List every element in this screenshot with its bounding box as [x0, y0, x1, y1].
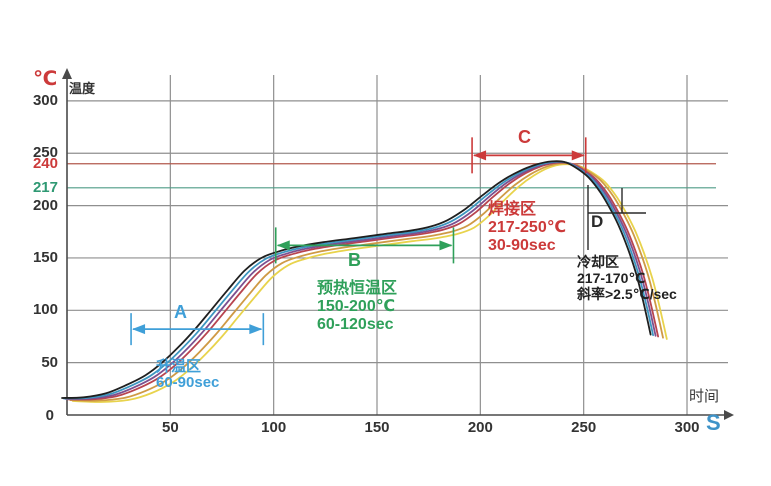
- x-tick-label-50: 50: [161, 419, 179, 436]
- temperature-curve-black: [61, 160, 652, 399]
- y-tick-label-150: 150: [32, 248, 58, 266]
- x-tick-label-300: 300: [674, 419, 700, 436]
- zone-d-letter: D: [591, 212, 604, 231]
- x-axis-arrow-icon: [724, 410, 734, 420]
- zone-d-name: 冷却区: [577, 254, 619, 270]
- zone-d-bracket: [587, 185, 646, 250]
- zone-c-time: 30-90sec: [488, 237, 556, 254]
- zone-a-annotation: 升温区 60-90sec: [156, 359, 219, 391]
- y-tick-label-250: 250: [32, 144, 58, 162]
- origin-tick-label: 0: [45, 407, 54, 424]
- zone-d-slope: 斜率>2.5℃/sec: [577, 286, 677, 302]
- zone-a-letter: A: [174, 302, 187, 322]
- zone-c-name: 焊接区: [488, 201, 537, 218]
- y-axis-arrow-icon: [62, 68, 72, 79]
- zone-b-name: 预热恒温区: [317, 280, 398, 297]
- zone-c-temp-range: 217-250℃: [488, 219, 567, 236]
- y-tick-label-200: 200: [32, 196, 58, 214]
- temperature-curve-orange: [69, 162, 664, 402]
- zone-a-arrow: [130, 313, 265, 346]
- zone-a-time: 60-90sec: [156, 374, 220, 391]
- y-axis-title: 温度: [69, 81, 96, 96]
- zone-c-letter: C: [518, 127, 531, 147]
- x-tick-label-250: 250: [571, 419, 597, 436]
- y-tick-label-100: 100: [32, 301, 58, 319]
- y-axis-unit-label: ℃: [33, 68, 58, 90]
- x-tick-label-200: 200: [467, 419, 493, 436]
- y-tick-label-240: 240: [32, 154, 58, 172]
- x-tick-label-150: 150: [364, 419, 390, 436]
- zone-d-temp-range: 217-170℃: [577, 270, 646, 286]
- zone-b-time: 60-120sec: [317, 316, 394, 333]
- zone-c-annotation: 焊接区 217-250℃ 30-90sec: [488, 201, 566, 255]
- zone-c-arrow: [471, 137, 587, 174]
- zone-d-annotation: 冷却区 217-170℃ 斜率>2.5℃/sec: [577, 254, 677, 302]
- zone-a-name: 升温区: [156, 358, 202, 375]
- zone-b-temp-range: 150-200℃: [317, 298, 396, 315]
- zone-b-letter: B: [348, 250, 361, 270]
- x-tick-label-100: 100: [261, 419, 287, 436]
- x-axis-unit-label: S: [706, 410, 721, 435]
- temperature-curve-blue: [62, 160, 654, 400]
- x-axis-title: 时间: [689, 388, 720, 405]
- temperature-curve-yellow: [71, 163, 668, 403]
- y-tick-label-300: 300: [32, 91, 58, 109]
- y-tick-label-50: 50: [41, 353, 58, 371]
- zone-b-annotation: 预热恒温区 150-200℃ 60-120sec: [317, 280, 397, 334]
- y-tick-label-217: 217: [32, 178, 58, 196]
- zone-b-arrow: [274, 227, 455, 264]
